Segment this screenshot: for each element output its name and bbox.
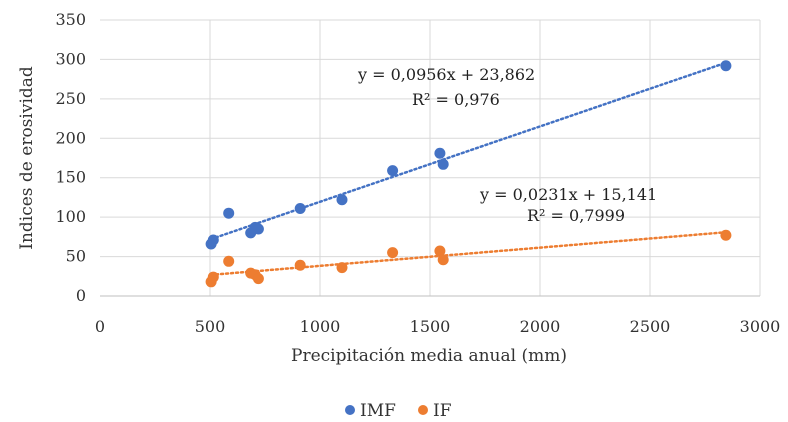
legend-if-marker: [418, 405, 428, 415]
point-if: [437, 254, 449, 266]
x-tick-label: 2500: [630, 317, 671, 336]
imf-r2-label: R² = 0,976: [412, 90, 500, 109]
point-imf: [223, 207, 235, 219]
x-tick-label: 500: [195, 317, 226, 336]
y-tick-label: 50: [66, 247, 86, 266]
if-trendline-label: y = 0,0231x + 15,141 R² = 0,7999: [479, 185, 657, 225]
x-axis-title: Precipitación media anual (mm): [291, 346, 567, 366]
y-tick-label: 250: [55, 89, 86, 108]
point-imf: [252, 223, 264, 235]
point-imf: [434, 147, 446, 159]
if-equation-label: y = 0,0231x + 15,141: [479, 185, 657, 204]
legend-imf-marker: [345, 405, 355, 415]
point-if: [387, 247, 399, 259]
x-tick-label: 0: [95, 317, 105, 336]
if-r2-label: R² = 0,7999: [527, 206, 625, 225]
y-tick-label: 150: [55, 168, 86, 187]
point-imf: [294, 202, 306, 214]
point-if: [207, 271, 219, 283]
data-points: [205, 60, 732, 288]
x-tick-label: 2000: [520, 317, 561, 336]
point-imf: [207, 234, 219, 246]
y-tick-label: 350: [55, 10, 86, 29]
y-tick-label: 0: [76, 286, 86, 305]
point-if: [294, 259, 306, 271]
trendline-if: [209, 230, 728, 277]
point-imf: [437, 158, 449, 170]
imf-equation-label: y = 0,0956x + 23,862: [357, 65, 535, 84]
point-imf: [336, 194, 348, 206]
point-if: [336, 262, 348, 274]
point-imf: [720, 60, 732, 72]
tick-labels: 0 500 1000 1500 2000 2500 3000 0 50 100 150 200 250 3…: [55, 10, 780, 336]
point-imf: [387, 165, 399, 177]
legend-if-label: IF: [433, 401, 452, 421]
x-tick-label: 3000: [740, 317, 781, 336]
legend: IMF IF: [345, 401, 452, 421]
y-tick-label: 200: [55, 128, 86, 147]
y-axis-title: Indices de erosividad: [17, 66, 37, 250]
grid: [100, 19, 761, 296]
point-if: [720, 229, 732, 241]
imf-trendline-label: y = 0,0956x + 23,862 R² = 0,976: [357, 65, 535, 109]
legend-imf-label: IMF: [360, 401, 396, 421]
x-tick-label: 1000: [300, 317, 341, 336]
point-if: [252, 273, 264, 285]
point-if: [223, 255, 235, 267]
y-tick-label: 100: [55, 207, 86, 226]
y-tick-label: 300: [55, 49, 86, 68]
point-if: [434, 245, 446, 257]
x-tick-label: 1500: [410, 317, 451, 336]
